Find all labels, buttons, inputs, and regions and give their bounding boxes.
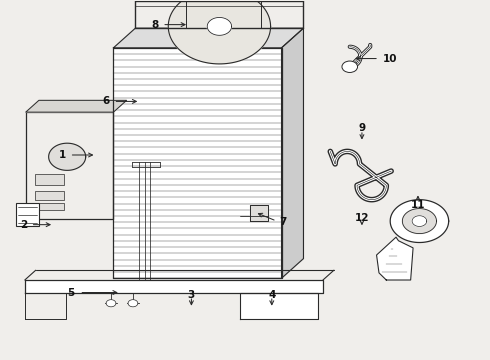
Polygon shape xyxy=(390,200,449,243)
Text: 10: 10 xyxy=(382,54,397,64)
Polygon shape xyxy=(114,28,303,48)
Circle shape xyxy=(128,300,138,307)
Text: 4: 4 xyxy=(268,289,275,300)
Text: 7: 7 xyxy=(279,217,287,227)
Text: 11: 11 xyxy=(411,199,425,210)
Text: 6: 6 xyxy=(103,96,110,107)
Polygon shape xyxy=(25,280,323,293)
Text: 8: 8 xyxy=(151,19,159,30)
Text: 9: 9 xyxy=(358,123,366,134)
Text: 12: 12 xyxy=(355,213,369,223)
Polygon shape xyxy=(402,208,437,234)
Text: 3: 3 xyxy=(188,289,195,300)
Bar xyxy=(34,174,64,185)
Polygon shape xyxy=(282,28,303,278)
Polygon shape xyxy=(412,216,427,226)
Polygon shape xyxy=(168,0,270,64)
Polygon shape xyxy=(26,112,114,219)
Polygon shape xyxy=(25,293,66,319)
Bar xyxy=(34,191,64,200)
Polygon shape xyxy=(26,100,126,112)
Polygon shape xyxy=(207,18,232,35)
Circle shape xyxy=(342,61,358,72)
Polygon shape xyxy=(49,143,86,170)
Text: 5: 5 xyxy=(67,288,74,297)
Text: 1: 1 xyxy=(59,150,66,160)
Text: 2: 2 xyxy=(21,220,28,230)
Polygon shape xyxy=(114,48,282,278)
Polygon shape xyxy=(240,293,318,319)
Bar xyxy=(34,203,64,210)
Polygon shape xyxy=(250,205,269,221)
FancyBboxPatch shape xyxy=(16,203,39,226)
Polygon shape xyxy=(376,237,413,280)
Circle shape xyxy=(106,300,116,307)
